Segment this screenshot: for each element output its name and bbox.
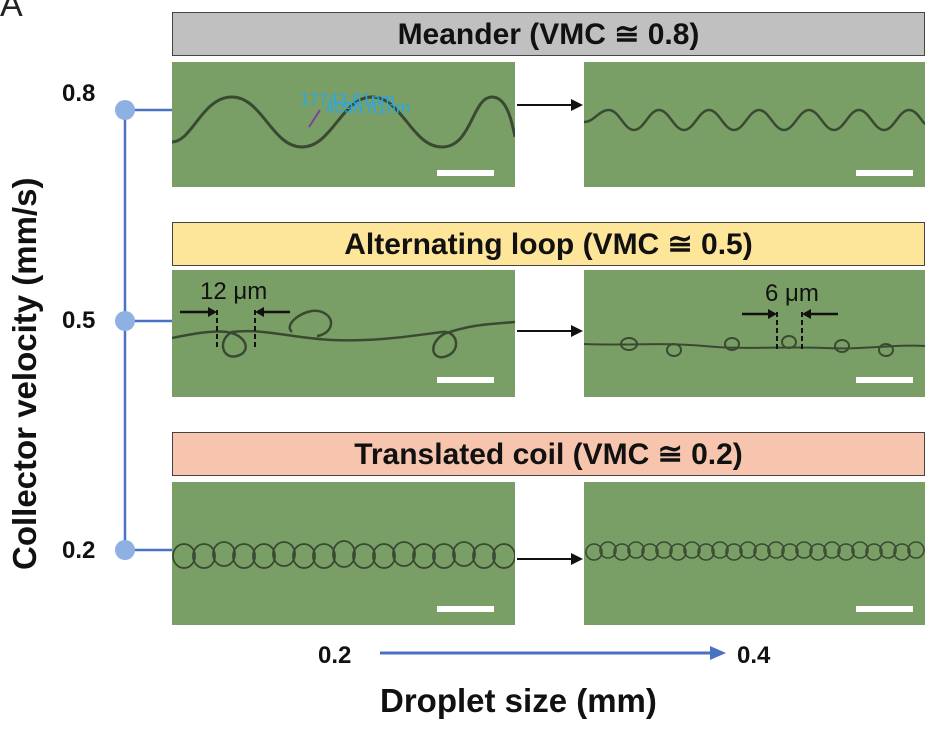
x-tick-end: 0.4 <box>737 642 771 669</box>
arrow-row-1 <box>517 99 583 111</box>
dot-0.5 <box>115 311 135 331</box>
dot-0.2 <box>115 540 135 560</box>
measure-label-right: 6 μm <box>765 280 819 307</box>
banner-meander: Meander (VMC ≅ 0.8) <box>172 12 925 56</box>
image-loop-large-droplet <box>584 270 925 397</box>
image-loop-small-droplet <box>172 270 515 397</box>
scale-bar <box>856 606 913 612</box>
arrow-row-3 <box>517 553 583 565</box>
image-coil-large-droplet <box>584 482 925 625</box>
scale-bar <box>437 606 494 612</box>
arrow-row-2 <box>517 325 583 337</box>
x-axis-arrow <box>380 646 726 660</box>
dot-0.8 <box>115 100 135 120</box>
measure-label-left: 12 μm <box>200 278 268 305</box>
scale-bar <box>437 170 494 176</box>
banner-alternating-loop: Alternating loop (VMC ≅ 0.5) <box>172 222 925 266</box>
image-coil-small-droplet <box>172 482 515 625</box>
x-tick-start: 0.2 <box>318 642 352 669</box>
scale-bar <box>437 377 494 383</box>
banner-translated-coil: Translated coil (VMC ≅ 0.2) <box>172 432 925 476</box>
y-axis-label: Collector velocity (mm/s) <box>6 177 43 570</box>
image-meander-large-droplet <box>584 62 925 187</box>
scale-bar <box>856 377 913 383</box>
x-axis-label: Droplet size (mm) <box>380 682 657 719</box>
scale-bar <box>856 170 913 176</box>
y-tick-0.8: 0.8 <box>62 80 96 107</box>
image-meander-small-droplet <box>172 62 515 187</box>
overlay-measure-1: 17743.61nm <box>300 90 395 109</box>
overlay-measure-2: 4096.81nm <box>325 98 411 117</box>
y-tick-0.2: 0.2 <box>62 537 96 564</box>
y-axis-connector <box>115 100 172 560</box>
y-tick-0.5: 0.5 <box>62 307 96 334</box>
panel-letter: A <box>0 0 23 24</box>
